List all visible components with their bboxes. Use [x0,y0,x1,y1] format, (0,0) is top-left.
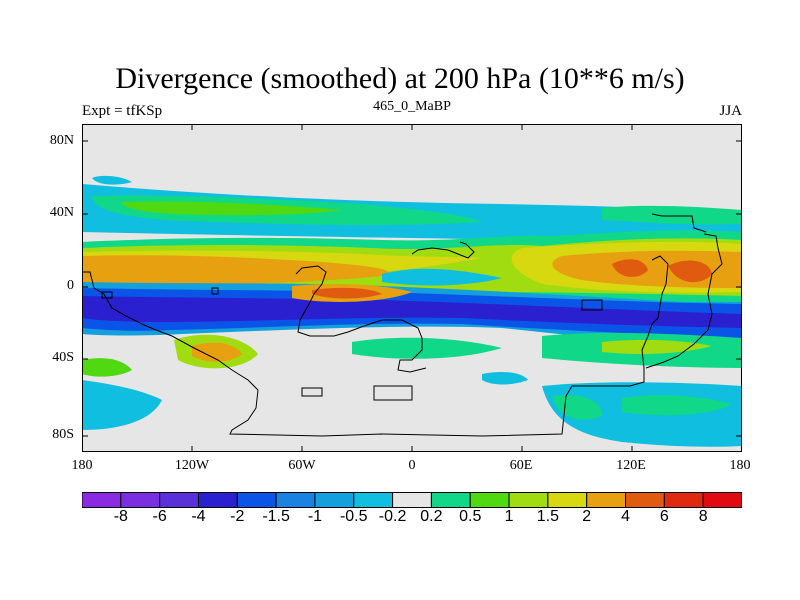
colorbar-box [663,492,704,508]
colorbar-label: 8 [698,508,708,525]
colorbar-label: -6 [152,508,167,525]
colorbar-box [314,492,355,508]
lon-label-180w: 180 [71,458,93,473]
colorbar-box [197,492,238,508]
colorbar-label: -0.2 [378,508,407,525]
colorbar-label: -2 [230,508,245,525]
lat-label-80n: 80N [49,133,74,148]
field-patch-s-green-c [352,337,502,359]
colorbar-box [586,492,627,508]
divergence-map [82,124,742,452]
field-patch-sse-cyan [482,372,528,385]
colorbar-box [430,492,471,508]
colorbar-box [275,492,316,508]
colorbar-label: -8 [113,508,128,525]
colorbar-box [702,492,742,508]
field-patch-s-navy [82,296,742,328]
field-patch-ne-green [602,205,742,225]
lon-label-0: 0 [408,458,416,473]
colorbar-label: 4 [621,508,630,525]
field-patch-trop-red-e1 [612,259,648,277]
field-patch-s-orange-w [192,342,242,362]
field-patch-sw-red [312,287,382,299]
field-patch-arctic-cyan [92,175,132,185]
colorbar [82,492,742,508]
colorbar-label: -1 [307,508,323,525]
colorbar-label: -1.5 [262,508,290,525]
field-patch-trop-cyan [382,268,502,286]
colorbar-box [120,492,161,508]
lon-label-120w: 120W [174,458,210,473]
colorbar-box [236,492,277,508]
experiment-label: Expt = tfKSp [82,103,163,119]
colorbar-label: 0.2 [420,508,443,525]
lon-label-180e: 180 [729,458,751,473]
field-patch-antarctic-cyan [82,380,162,430]
colorbar-box [353,492,394,508]
colorbar-box [392,492,432,508]
colorbar-box [82,492,122,508]
field-patch-antarctic-green-e [622,395,732,416]
colorbar-label: 0.5 [459,508,482,525]
lon-label-60w: 60W [288,458,316,473]
colorbar-label: 6 [659,508,669,525]
field-patch-s-lime-e [602,339,712,354]
colorbar-box [625,492,665,508]
lat-label-40s: 40S [52,350,74,365]
field-patch-trop-orange-w [82,255,389,286]
run-label: 465_0_MaBP [373,99,451,114]
colorbar-box [159,492,199,508]
colorbar-label: 1.5 [536,508,559,525]
colorbar-label: 1 [504,508,514,525]
season-label: JJA [719,103,742,119]
coastlines [82,213,723,437]
lon-label-120e: 120E [616,458,646,473]
colorbar-box [469,492,510,508]
lat-label-80s: 80S [52,427,74,442]
field-patch-sw-green [82,358,132,377]
axis-ticks [82,124,742,452]
lon-label-60e: 60E [509,458,533,473]
field-patch-trop-red-e2 [668,260,712,283]
colorbar-box [508,492,549,508]
colorbar-label: 2 [582,508,592,525]
colorbar-label: -4 [191,508,206,525]
field-patch-n-lime [122,201,342,216]
lat-label-0: 0 [67,278,74,293]
lat-label-40n: 40N [49,205,74,220]
colorbar-box [547,492,588,508]
plot-title: Divergence (smoothed) at 200 hPa (10**6 … [115,62,685,95]
colorbar-label: -0.5 [339,508,368,525]
